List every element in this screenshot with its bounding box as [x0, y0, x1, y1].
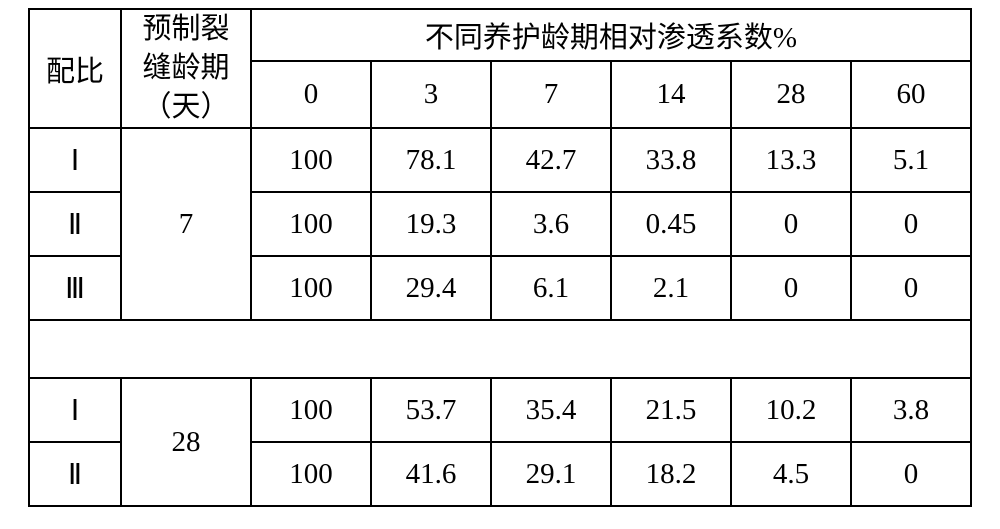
value-cell: 0.45 [611, 192, 731, 256]
value-cell: 18.2 [611, 442, 731, 506]
value-cell: 0 [731, 192, 851, 256]
header-age-5: 60 [897, 78, 926, 110]
value: 35.4 [526, 394, 577, 426]
value-cell: 0 [731, 256, 851, 320]
value-cell: 100 [251, 256, 371, 320]
value-cell: 13.3 [731, 128, 851, 192]
value-cell: 5.1 [851, 128, 971, 192]
value: 0 [904, 272, 919, 304]
value: 33.8 [646, 144, 697, 176]
crack-age-value: 28 [172, 426, 201, 458]
value-cell: 100 [251, 192, 371, 256]
value: 100 [289, 272, 333, 304]
value-cell: 4.5 [731, 442, 851, 506]
header-age-cell: 60 [851, 61, 971, 128]
value-cell: 6.1 [491, 256, 611, 320]
value: 41.6 [406, 458, 457, 490]
value: 4.5 [773, 458, 809, 490]
value: 5.1 [893, 144, 929, 176]
value: 100 [289, 394, 333, 426]
value: 21.5 [646, 394, 697, 426]
header-span-title-text: 不同养护龄期相对渗透系数% [425, 22, 797, 54]
mix-cell: Ⅱ [29, 442, 121, 506]
value: 0 [904, 458, 919, 490]
value-cell: 100 [251, 378, 371, 442]
value: 3.6 [533, 208, 569, 240]
value-cell: 41.6 [371, 442, 491, 506]
value-cell: 0 [851, 192, 971, 256]
value-cell: 19.3 [371, 192, 491, 256]
mix-cell: Ⅰ [29, 378, 121, 442]
value: 0 [784, 208, 799, 240]
mix-label: Ⅰ [71, 145, 80, 177]
header-age-2: 7 [544, 78, 559, 110]
value: 0.45 [646, 208, 697, 240]
value: 100 [289, 144, 333, 176]
header-mix-label: 配比 [46, 56, 104, 88]
value: 100 [289, 208, 333, 240]
value-cell: 29.4 [371, 256, 491, 320]
header-crack-age-line2: 缝龄期 [142, 52, 229, 84]
mix-cell: Ⅰ [29, 128, 121, 192]
value-cell: 100 [251, 442, 371, 506]
value: 29.1 [526, 458, 577, 490]
value-cell: 35.4 [491, 378, 611, 442]
mix-label: Ⅰ [71, 395, 80, 427]
header-span-title: 不同养护龄期相对渗透系数% [251, 9, 971, 61]
mix-label: Ⅱ [68, 209, 82, 241]
header-col-mix: 配比 [29, 9, 121, 128]
header-age-0: 0 [304, 78, 319, 110]
header-crack-age-line3: （天） [142, 91, 229, 123]
header-age-3: 14 [657, 78, 686, 110]
value-cell: 3.6 [491, 192, 611, 256]
value: 100 [289, 458, 333, 490]
value: 6.1 [533, 272, 569, 304]
value: 19.3 [406, 208, 457, 240]
mix-label: Ⅱ [68, 459, 82, 491]
mix-cell: Ⅲ [29, 256, 121, 320]
value: 0 [784, 272, 799, 304]
crack-age-cell: 28 [121, 378, 251, 506]
value-cell: 78.1 [371, 128, 491, 192]
header-age-cell: 3 [371, 61, 491, 128]
value-cell: 3.8 [851, 378, 971, 442]
value: 18.2 [646, 458, 697, 490]
value: 53.7 [406, 394, 457, 426]
gap-row [29, 320, 971, 378]
value-cell: 29.1 [491, 442, 611, 506]
value: 0 [904, 208, 919, 240]
value: 3.8 [893, 394, 929, 426]
value-cell: 100 [251, 128, 371, 192]
gap-cell [29, 320, 971, 378]
header-crack-age-line1: 预制裂 [142, 13, 229, 45]
header-age-1: 3 [424, 78, 439, 110]
table-row: Ⅰ 7 100 78.1 42.7 33.8 13.3 5.1 [29, 128, 971, 192]
value: 2.1 [653, 272, 689, 304]
value: 29.4 [406, 272, 457, 304]
value-cell: 0 [851, 256, 971, 320]
value: 13.3 [766, 144, 817, 176]
value: 78.1 [406, 144, 457, 176]
header-age-cell: 0 [251, 61, 371, 128]
mix-cell: Ⅱ [29, 192, 121, 256]
permeability-table: 配比 预制裂 缝龄期 （天） 不同养护龄期相对渗透系数% 0 3 7 14 28… [28, 8, 972, 507]
value: 42.7 [526, 144, 577, 176]
value-cell: 33.8 [611, 128, 731, 192]
value-cell: 0 [851, 442, 971, 506]
header-age-cell: 7 [491, 61, 611, 128]
value-cell: 10.2 [731, 378, 851, 442]
crack-age-value: 7 [179, 208, 194, 240]
value-cell: 53.7 [371, 378, 491, 442]
header-age-cell: 28 [731, 61, 851, 128]
header-age-4: 28 [777, 78, 806, 110]
header-age-cell: 14 [611, 61, 731, 128]
value-cell: 21.5 [611, 378, 731, 442]
header-col-crack-age: 预制裂 缝龄期 （天） [121, 9, 251, 128]
mix-label: Ⅲ [65, 273, 85, 305]
crack-age-cell: 7 [121, 128, 251, 320]
value: 10.2 [766, 394, 817, 426]
value-cell: 2.1 [611, 256, 731, 320]
value-cell: 42.7 [491, 128, 611, 192]
table-row: Ⅰ 28 100 53.7 35.4 21.5 10.2 3.8 [29, 378, 971, 442]
